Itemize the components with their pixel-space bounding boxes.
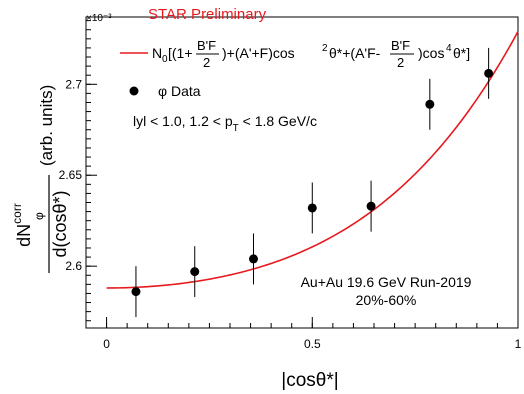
y-axis: 2.6 2.65 2.7	[59, 20, 97, 322]
axis-exponent-label: ×10⁻³	[86, 13, 112, 24]
y-label-units: (arb. units)	[37, 85, 56, 166]
data-point	[131, 287, 141, 297]
y-label-numerator: dNcorr	[10, 203, 34, 247]
annotation-centrality: 20%-60%	[356, 292, 417, 308]
preliminary-label: STAR Preliminary	[148, 6, 267, 23]
data-point	[425, 99, 435, 109]
legend-fit-formula: N0[(1+ B'F 2)+(A'+F)cos 2θ*+(A'F- B'F 2)cos 4θ…	[152, 38, 470, 70]
y-tick-label: 2.7	[65, 77, 82, 91]
y-tick-label: 2.6	[65, 259, 82, 273]
x-axis-label: |cosθ*|	[281, 370, 338, 391]
y-tick-label: 2.65	[59, 168, 83, 182]
y-label-subscript: φ	[32, 212, 46, 220]
data-point	[307, 203, 317, 213]
data-point	[484, 68, 494, 78]
legend-cut-text: lyl < 1.0, 1.2 < pT < 1.8 GeV/c	[133, 113, 317, 134]
data-point	[190, 267, 200, 277]
y-axis-label: dNcorr φ d(cosθ*) (arb. units)	[10, 85, 70, 273]
fit-curve	[106, 31, 519, 289]
legend-data-marker	[129, 86, 139, 96]
x-tick-label: 0	[103, 337, 110, 351]
x-axis: 0 0.5 1	[103, 317, 522, 351]
data-series	[131, 47, 494, 318]
x-tick-label: 0.5	[304, 337, 321, 351]
legend: N0[(1+ B'F 2)+(A'+F)cos 2θ*+(A'F- B'F 2)cos 4θ…	[120, 38, 470, 134]
data-point	[248, 254, 258, 264]
y-label-denominator: d(cosθ*)	[50, 190, 70, 257]
plot-frame	[85, 16, 519, 329]
annotation-collision: Au+Au 19.6 GeV Run-2019	[301, 274, 472, 290]
x-tick-label: 1	[515, 337, 522, 351]
legend-data-label: φ Data	[158, 83, 201, 99]
data-point	[366, 201, 376, 211]
